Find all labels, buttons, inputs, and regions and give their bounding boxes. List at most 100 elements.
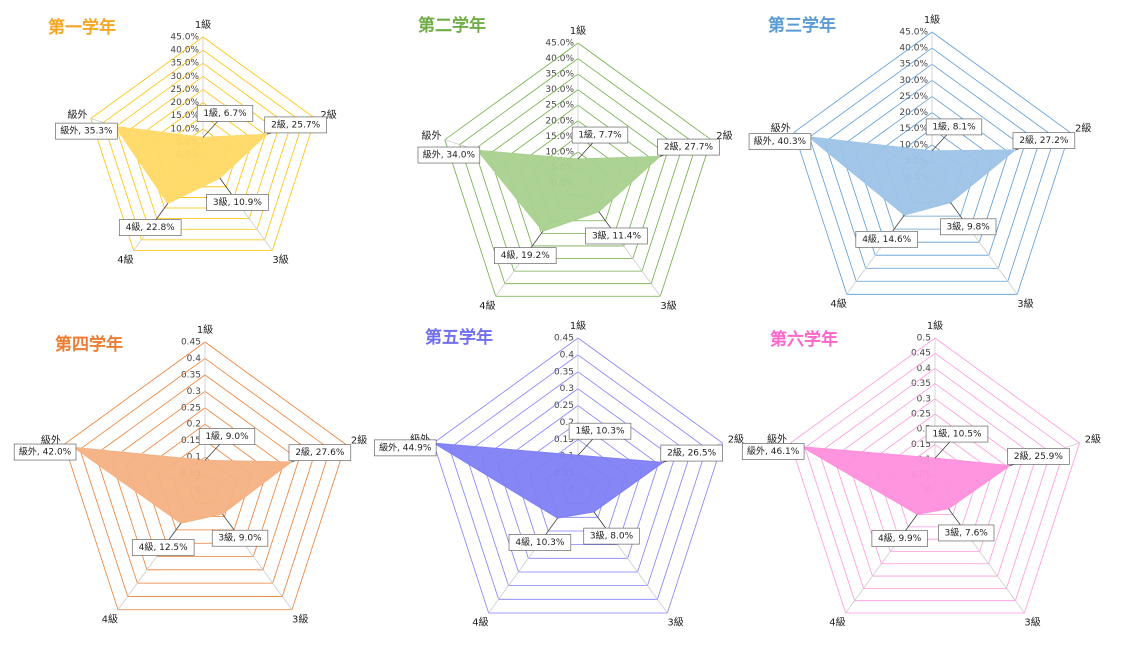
category-label: 2級 [1085,432,1101,445]
value-label: 3級, 10.9% [213,196,262,208]
category-label: 4級 [830,297,846,310]
radar-chart: 第五学年00.050.10.150.20.250.30.350.40.451級2… [373,319,744,629]
value-label: 1級, 10.5% [932,428,981,440]
r-tick-label: 30.0% [545,85,574,95]
r-tick-label: 45.0% [899,28,928,38]
value-label: 3級, 7.6% [945,526,989,538]
r-tick-label: 0.25 [911,410,931,420]
grid-ring [465,371,691,587]
value-label-box [508,534,572,551]
category-label: 3級 [660,299,676,312]
value-label: 1級, 7.7% [578,129,622,141]
category-label: 4級 [479,299,495,312]
category-label: 3級 [667,616,683,629]
value-label-box [1007,448,1070,465]
category-label: 級外 [771,121,791,134]
chart-title: 第六学年 [770,329,838,350]
value-label: 4級, 14.6% [862,233,911,245]
r-tick-label: 0.5 [917,334,931,344]
grid-ring [432,337,724,614]
value-label-box [871,530,928,547]
grid-ring [793,31,1071,295]
value-label-box [417,146,481,164]
grid-ring [818,367,1052,589]
value-label: 4級, 19.2% [501,249,550,261]
r-tick-label: 35.0% [899,60,928,70]
category-label: 4級 [102,612,118,625]
category-label: 2級 [1075,121,1091,134]
grid-ring [90,36,316,251]
grid-ring [444,42,712,297]
value-label-box [660,444,723,462]
grid-ring [503,104,653,247]
radar-area [476,149,662,232]
grid-ring [804,352,1066,602]
r-tick-label: 0.15 [554,435,574,445]
grid-ring [789,337,1081,614]
chart-title: 第二学年 [418,15,486,36]
category-label: 2級 [728,432,744,445]
r-tick-label: 45.0% [545,39,574,49]
r-tick-label: 20.0% [545,116,574,126]
grid-ring [833,383,1037,577]
grid-ring [63,341,347,611]
value-label-box [657,138,720,156]
grid-ring [449,354,707,600]
value-label-box [264,116,327,134]
grid-ring [102,49,304,241]
value-label-box [13,443,77,461]
r-tick-label: 30.0% [899,76,928,86]
r-tick-label: 0.4 [917,364,932,374]
value-label: 1級, 8.1% [932,120,976,132]
value-label: 1級, 10.3% [575,425,624,437]
r-tick-label: 25.0% [899,92,928,102]
r-tick-label: 20.0% [899,108,928,118]
chart-title: 第五学年 [425,327,493,348]
r-tick-label: 0.2 [560,418,574,428]
radar-chart: 第一学年0.0%5.0%10.0%15.0%20.0%25.0%30.0%35.… [48,17,337,266]
value-label-box [925,425,989,443]
value-label: 2級, 27.2% [1019,134,1068,146]
value-label: 2級, 25.7% [271,118,320,130]
value-label: 級外, 35.3% [60,125,113,137]
value-label: 1級, 6.7% [203,107,247,119]
r-tick-label: 45.0% [170,33,199,43]
category-label: 2級 [716,129,732,142]
value-label-box [198,428,256,445]
value-label: 3級, 9.8% [947,220,991,232]
r-tick-label: 0.45 [911,349,931,359]
grid-ring [854,95,1010,243]
value-label-box [568,422,632,440]
value-label: 級外, 40.3% [754,135,807,147]
r-tick-label: 0.2 [187,420,201,430]
radar-chart: 第二学年0.0%5.0%10.0%15.0%20.0%25.0%30.0%35.… [417,15,733,312]
r-tick-label: 0.3 [560,384,574,394]
category-label: 4級 [829,616,845,629]
r-tick-label: 0.2 [917,425,931,435]
value-label: 3級, 8.0% [590,530,634,542]
value-label-box [741,443,805,460]
value-label-box [494,247,557,264]
value-label: 4級, 10.3% [515,536,564,548]
category-label: 3級 [1017,297,1033,310]
chart-title: 第四学年 [55,334,123,355]
value-label: 級外, 42.0% [19,446,72,458]
value-label-box [211,529,269,547]
r-tick-label: 15.0% [545,132,574,142]
r-tick-label: 0.15 [181,436,201,446]
r-tick-label: 0.3 [187,387,201,397]
value-label-box [855,230,918,248]
grid-ring [473,73,683,272]
r-tick-label: 0.3 [917,394,931,404]
r-tick-label: 0.4 [187,354,202,364]
r-tick-label: 0.45 [181,338,201,348]
grid-ring [839,79,1025,256]
category-label: 3級 [292,612,308,625]
value-label: 2級, 27.6% [295,446,344,458]
radar-area [113,125,269,205]
grid-ring [110,390,300,571]
radar-area [806,136,1017,216]
r-tick-label: 35.0% [545,70,574,80]
value-label: 2級, 27.7% [664,141,713,153]
value-label-box [373,439,437,457]
